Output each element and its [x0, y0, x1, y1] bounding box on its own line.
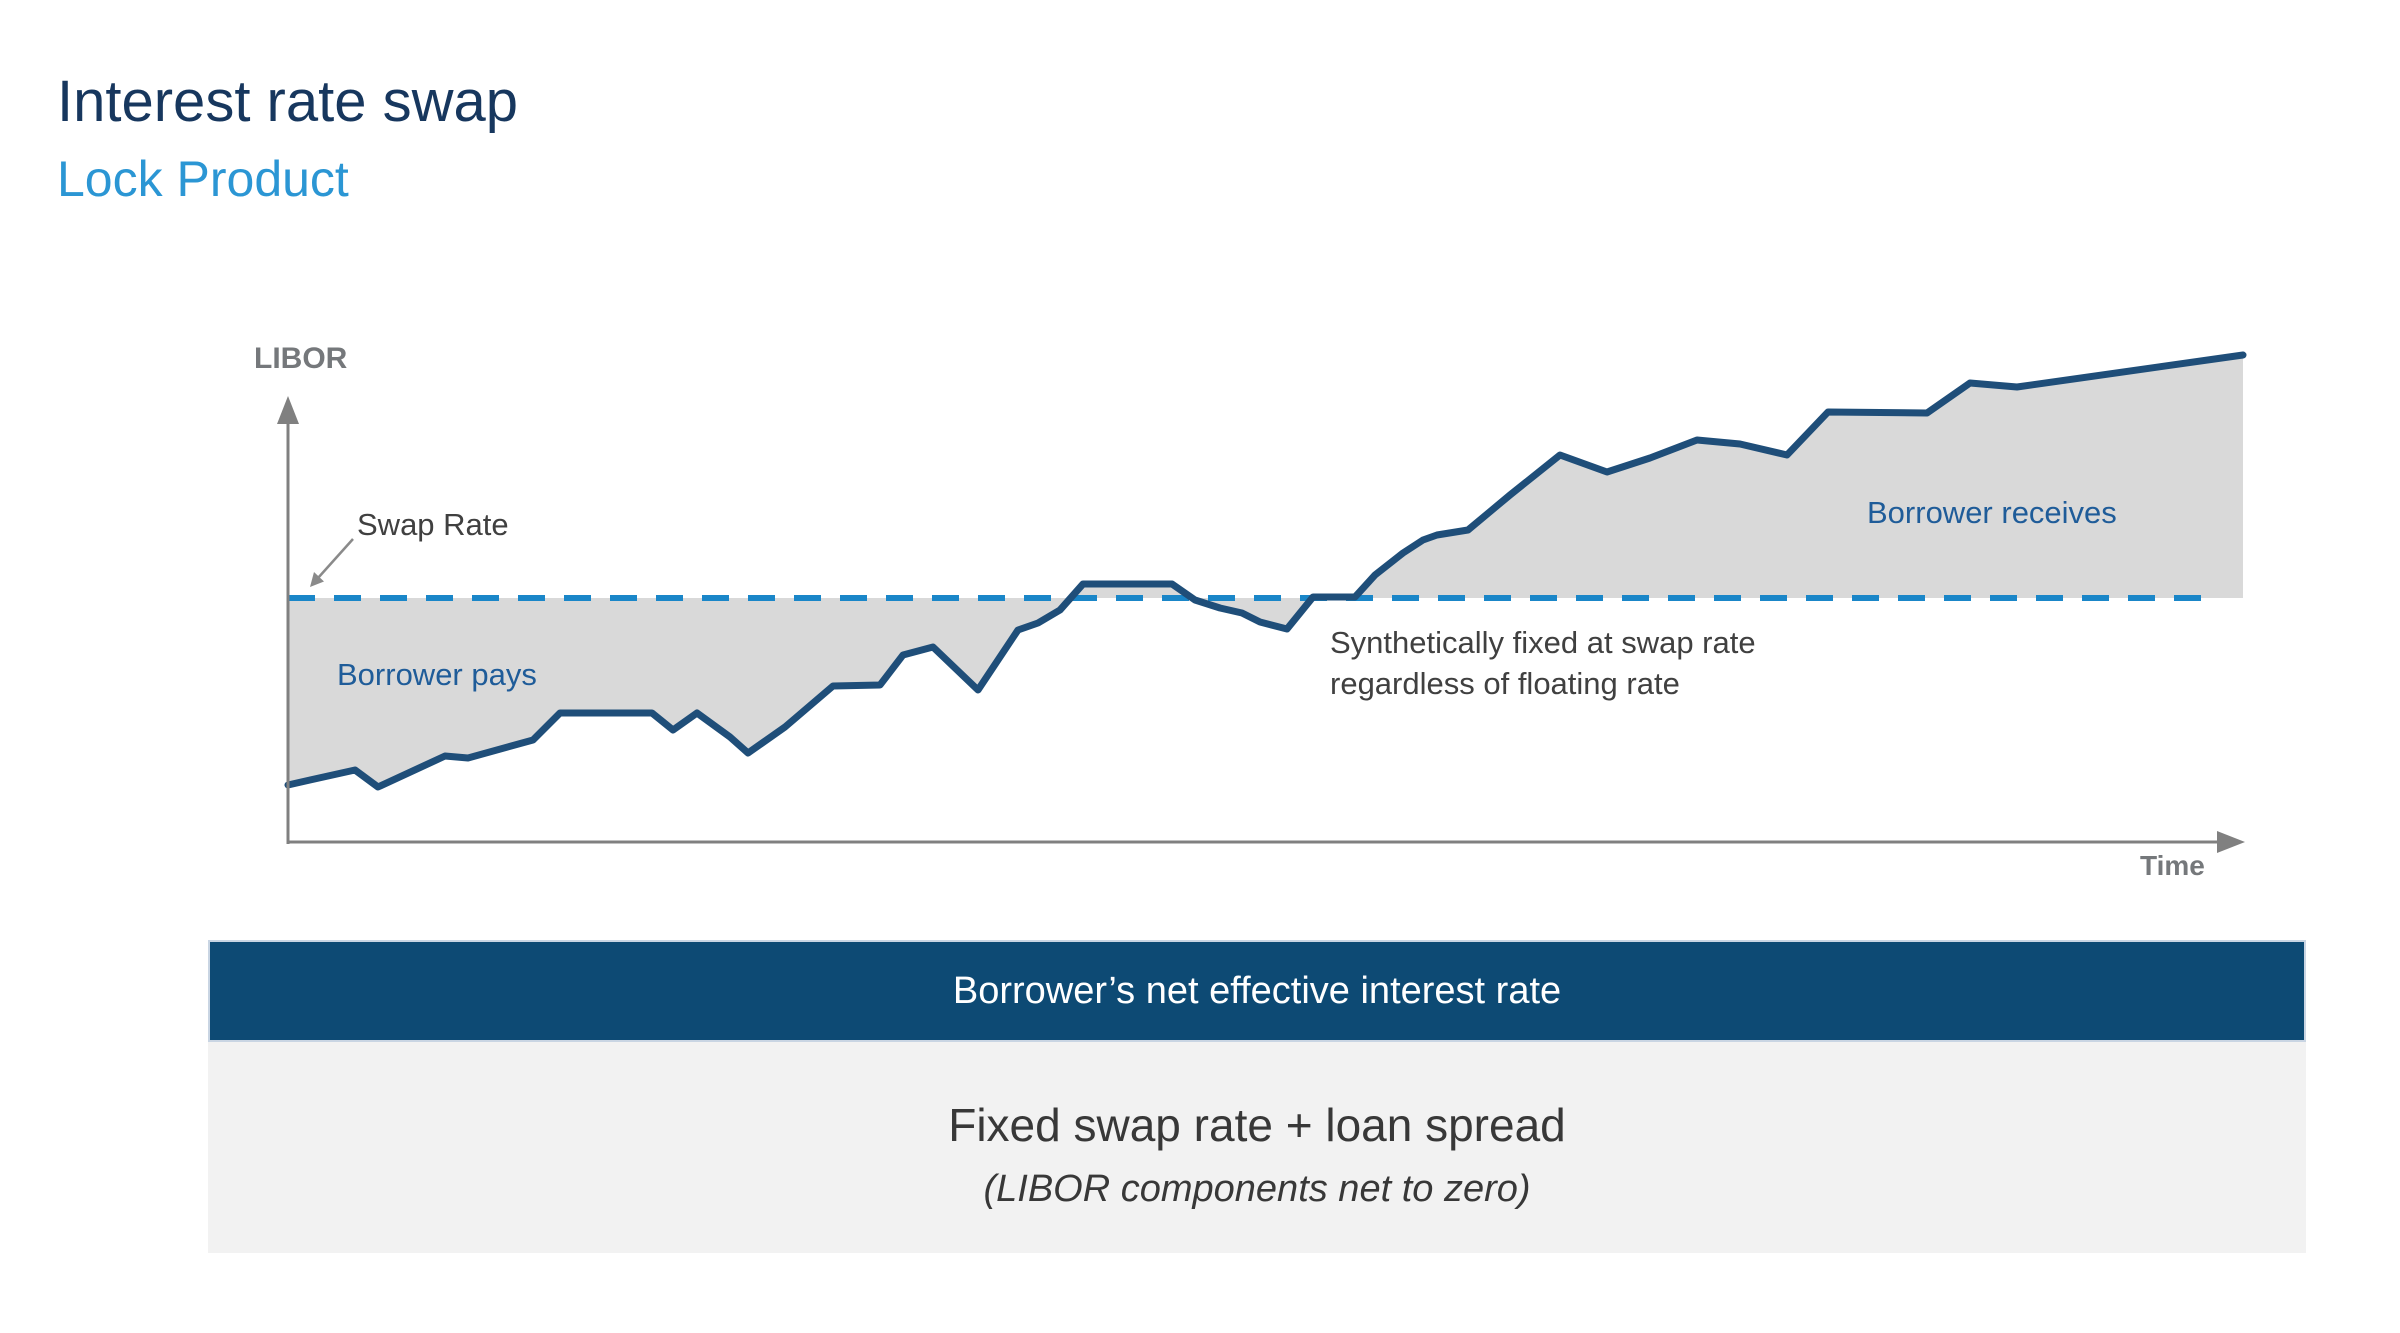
leader-arrowhead-icon	[310, 572, 324, 587]
difference-area	[288, 355, 2243, 787]
annotation-line-1: Synthetically fixed at swap rate	[1330, 625, 1756, 660]
annotation-line-2: regardless of floating rate	[1330, 666, 1680, 701]
y-axis-arrow-icon	[277, 396, 299, 424]
swap-rate-leader-arrow	[310, 538, 354, 587]
summary-header-banner: Borrower’s net effective interest rate	[208, 940, 2306, 1042]
synthetic-fix-annotation: Synthetically fixed at swap rate regardl…	[1330, 622, 1756, 704]
summary-box: Fixed swap rate + loan spread (LIBOR com…	[208, 1042, 2306, 1253]
y-axis	[277, 396, 299, 844]
page-subtitle: Lock Product	[57, 151, 349, 207]
page-title: Interest rate swap	[57, 69, 518, 134]
floating-rate-line	[284, 351, 2247, 791]
borrower-receives-label: Borrower receives	[1867, 495, 2117, 530]
summary-sub-text: (LIBOR components net to zero)	[983, 1168, 1531, 1210]
swap-rate-label: Swap Rate	[357, 507, 509, 542]
x-axis-label: Time	[2140, 850, 2205, 881]
x-axis	[288, 831, 2245, 853]
y-axis-label: LIBOR	[254, 342, 348, 375]
x-axis-arrow-icon	[2217, 831, 2245, 853]
summary-main-text: Fixed swap rate + loan spread	[948, 1099, 1566, 1151]
borrower-pays-label: Borrower pays	[337, 657, 537, 692]
